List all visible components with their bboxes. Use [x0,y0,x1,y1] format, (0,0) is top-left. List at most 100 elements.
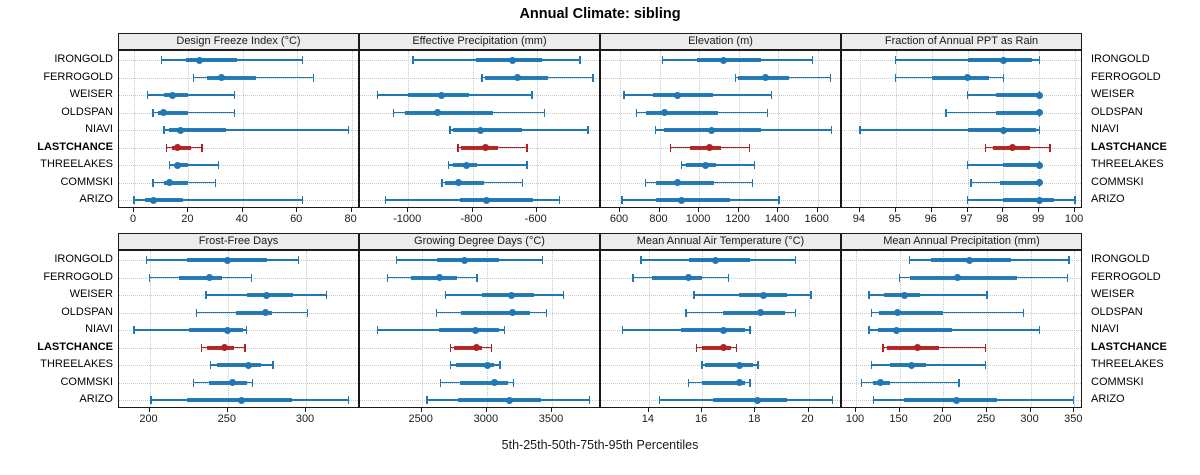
median-dot [673,179,681,186]
interquartile-bar [185,58,238,62]
panel [600,50,841,208]
interquartile-bar [690,145,721,150]
site-label-left: ARIZO [79,393,113,405]
x-axis-tick-label: 98 [996,213,1009,225]
panel-strip: Elevation (m) [600,33,841,50]
percentile-end-cap [592,73,594,82]
x-axis-tick-label: 18 [748,413,761,425]
percentile-end-cap [908,256,910,264]
median-dot [999,126,1007,134]
percentile-end-cap [558,196,560,204]
percentile-end-cap [377,91,379,99]
median-dot [433,109,441,116]
percentile-end-cap [736,343,738,352]
percentile-end-cap [1066,273,1068,282]
percentile-end-cap [895,73,897,82]
panel-strip: Frost-Free Days [118,233,359,250]
percentile-end-cap [589,396,591,404]
median-dot [894,309,902,316]
gridline-vertical [306,251,307,407]
x-axis-tick [1073,408,1075,412]
interquartile-bar [1003,198,1054,202]
median-dot [1008,144,1016,151]
median-dot [514,74,521,81]
percentile-end-cap [297,256,299,264]
site-label-right: LASTCHANCE [1091,140,1167,153]
percentile-end-cap [133,196,135,204]
gridline-horizontal [842,182,1081,184]
percentile-end-cap [645,178,647,187]
interquartile-bar [887,345,939,350]
percentile-end-cap [526,161,528,169]
percentile-end-cap [426,396,428,404]
median-dot [876,379,884,386]
interquartile-bar [645,110,718,115]
percentile-end-cap [201,143,203,152]
median-dot [913,344,921,351]
percentile-end-cap [245,326,248,334]
median-dot [720,56,728,64]
percentile-end-cap [688,378,690,387]
median-dot [735,361,743,369]
percentile-end-cap [449,361,452,369]
percentile-end-cap [778,196,780,204]
percentile-end-cap [168,161,170,169]
median-dot [701,161,709,169]
x-axis-tick [350,208,352,212]
percentile-end-cap [481,73,483,82]
interquartile-bar [878,310,944,315]
site-label-right: THREELAKES [1091,358,1164,370]
percentile-end-cap [393,108,395,117]
percentile-end-cap [693,291,695,299]
median-dot [165,179,173,186]
panel-strip: Mean Annual Air Temperature (°C) [600,233,841,250]
panel [118,250,359,408]
x-axis-tick-label: 250 [976,413,996,425]
x-axis-tick [930,208,932,212]
percentile-end-cap [757,361,759,369]
gridline-horizontal [842,382,1081,384]
gridline-vertical [778,51,780,207]
x-axis-tick [241,208,243,212]
percentile-end-cap [325,291,328,299]
percentile-end-cap [441,178,443,187]
percentile-end-cap [751,178,754,187]
site-label-right: ARIZO [1091,193,1125,205]
median-dot [168,91,176,99]
site-label-left: LASTCHANCE [37,140,113,153]
percentile-range-line [153,111,235,114]
percentile-end-cap [163,126,165,134]
interquartile-bar [437,258,500,262]
percentile-end-cap [449,126,451,134]
interquartile-bar [216,363,261,367]
percentile-end-cap [233,91,236,99]
interquartile-bar [207,345,234,350]
site-label-right: WEISER [1091,288,1135,300]
percentile-range-line [869,294,987,296]
median-dot [473,344,480,351]
gridline-vertical [297,51,299,207]
x-axis-tick-label: 1200 [725,213,750,225]
percentile-end-cap [348,126,350,134]
percentile-end-cap [658,396,661,404]
gridline-vertical [536,51,538,207]
median-dot [719,326,727,334]
site-label-right: FERROGOLD [1091,70,1161,83]
site-label-left: ARIZO [79,193,113,205]
median-dot [481,144,489,151]
percentile-end-cap [882,343,884,352]
median-dot [508,309,516,316]
percentile-end-cap [749,378,751,387]
gridline-vertical [931,51,933,207]
interquartile-bar [144,198,183,202]
x-axis-tick-label: 300 [1020,413,1039,425]
percentile-end-cap [895,56,897,64]
site-label-right: OLDSPAN [1091,305,1143,318]
x-axis-tick [226,408,228,412]
x-axis-tick [701,408,703,412]
percentile-end-cap [476,273,478,282]
median-dot [1035,196,1043,204]
x-axis-tick [942,408,944,412]
x-axis-tick-label: 96 [924,213,937,225]
